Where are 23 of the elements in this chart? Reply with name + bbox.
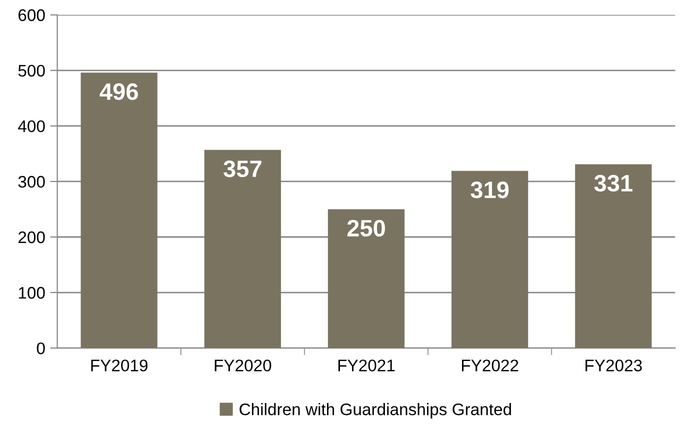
y-tick-label: 200	[18, 231, 45, 244]
x-tick-label: FY2019	[91, 360, 148, 372]
bar	[452, 170, 528, 348]
bar	[204, 150, 281, 348]
bar	[328, 209, 405, 348]
y-tick-label: 400	[18, 120, 45, 132]
data-label: 496	[100, 83, 138, 100]
data-label: 357	[224, 160, 262, 178]
data-label: 250	[347, 220, 385, 237]
data-label: 319	[470, 182, 509, 198]
x-tick-label: FY2023	[586, 360, 642, 372]
x-tick-label: FY2020	[214, 360, 272, 372]
x-tick-label: FY2021	[338, 360, 395, 372]
bar	[575, 164, 652, 348]
y-tick-label: 300	[18, 176, 45, 188]
x-tick-label: FY2022	[462, 360, 518, 372]
legend-label: Children with Guardianships Granted	[240, 403, 511, 419]
y-tick-label: 500	[18, 64, 45, 77]
data-label: 331	[594, 174, 632, 192]
y-tick-label: 100	[18, 286, 45, 299]
y-tick-label: 600	[18, 9, 45, 22]
y-tick-label: 0	[36, 342, 45, 354]
bar	[80, 72, 158, 348]
